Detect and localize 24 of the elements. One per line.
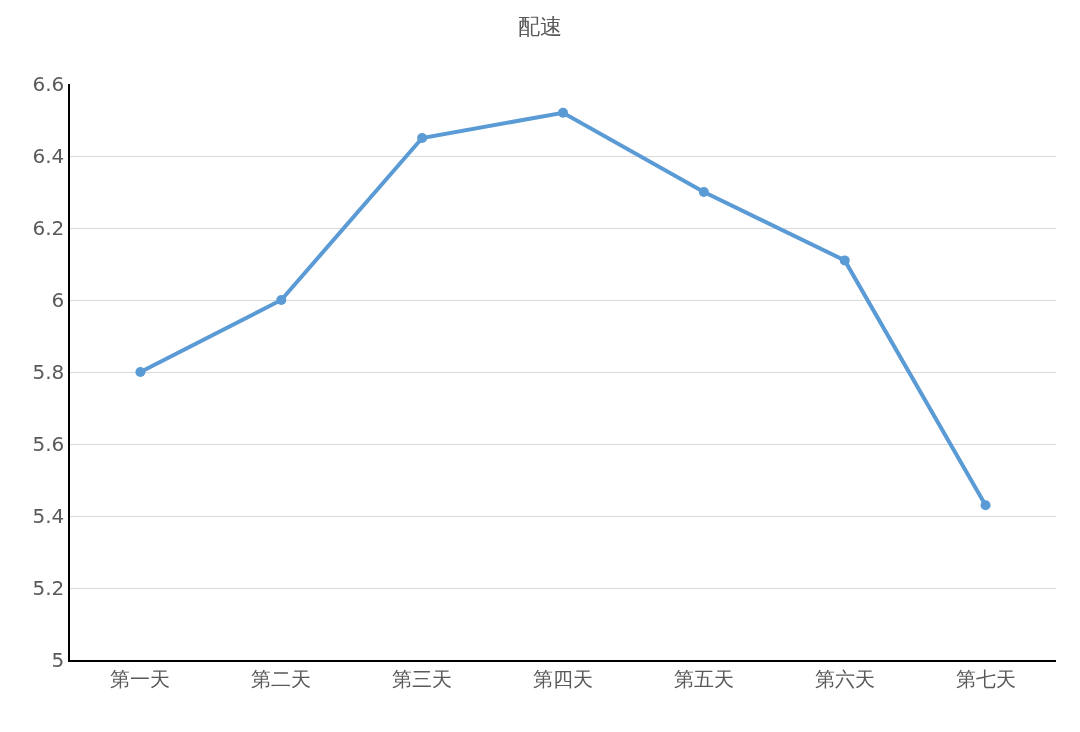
point bbox=[276, 295, 287, 305]
x-tick-label: 第二天 bbox=[251, 666, 312, 691]
y-tick-label: 6.4 bbox=[32, 144, 65, 168]
y-tick-label: 5.2 bbox=[32, 576, 65, 600]
x-tick-label: 第三天 bbox=[392, 666, 453, 691]
y-tick-label: 6 bbox=[51, 288, 65, 312]
y-tick-label: 5.8 bbox=[32, 360, 65, 384]
x-tick-label: 第六天 bbox=[814, 666, 875, 691]
y-tick-label: 5.6 bbox=[32, 432, 65, 456]
x-tick-label: 第五天 bbox=[673, 666, 734, 691]
point bbox=[839, 255, 850, 266]
chart-title: 配速 bbox=[518, 13, 562, 39]
x-tick-label: 第四天 bbox=[533, 666, 593, 691]
y-tick-label: 5.4 bbox=[32, 504, 65, 528]
point bbox=[135, 367, 146, 377]
point bbox=[417, 133, 428, 143]
point bbox=[558, 107, 568, 118]
point bbox=[698, 187, 709, 197]
point bbox=[980, 500, 991, 511]
x-tick-label: 第一天 bbox=[110, 666, 171, 691]
y-tick-label: 6.2 bbox=[32, 216, 65, 240]
y-tick-label: 6.6 bbox=[32, 72, 65, 96]
y-tick-label: 5 bbox=[51, 648, 65, 672]
x-tick-label: 第七天 bbox=[955, 666, 1016, 691]
